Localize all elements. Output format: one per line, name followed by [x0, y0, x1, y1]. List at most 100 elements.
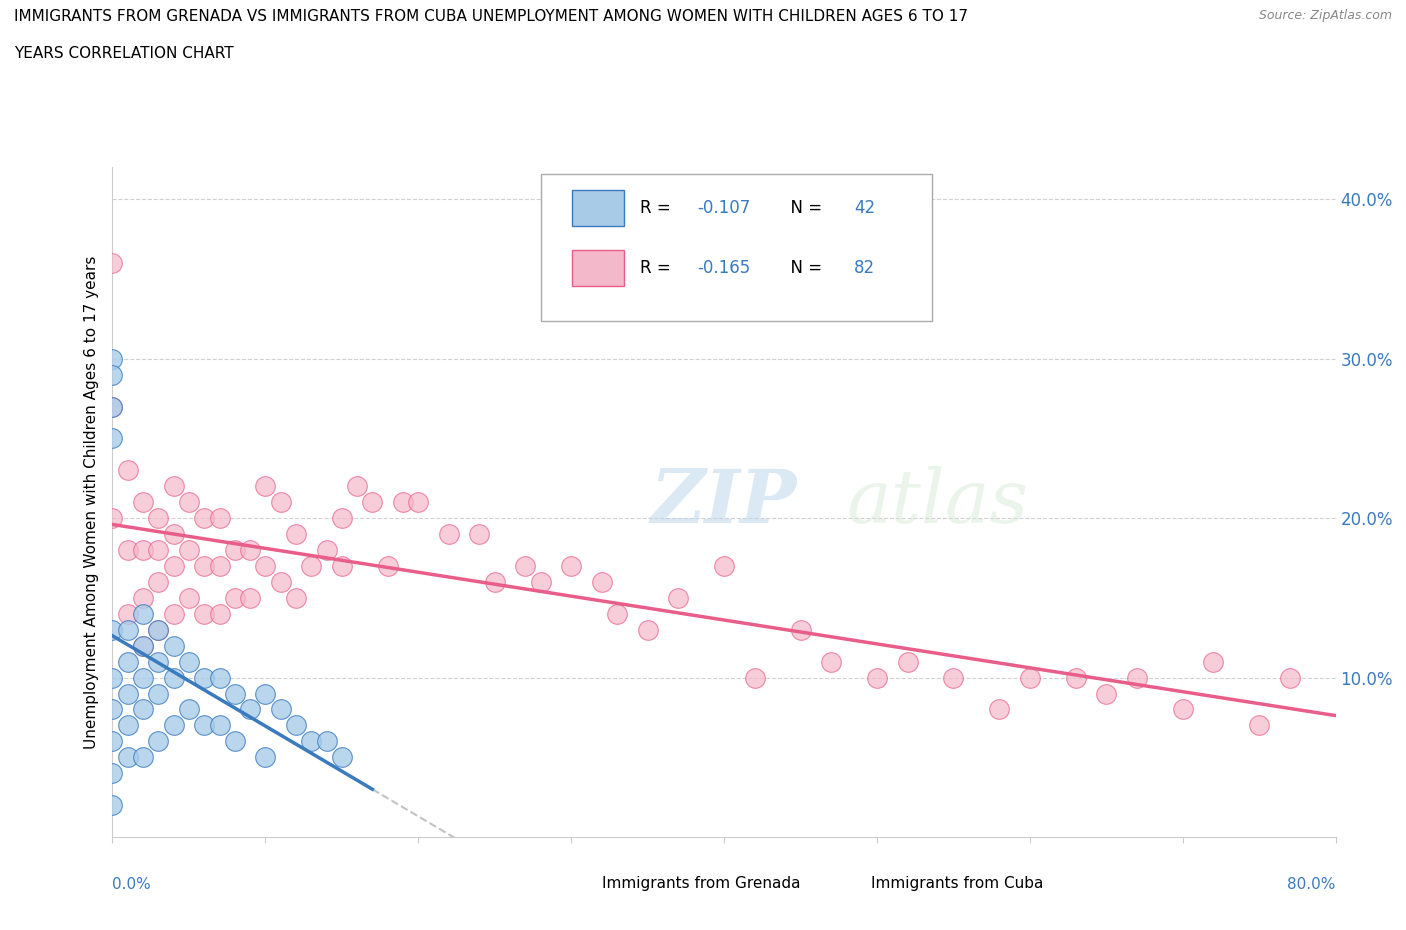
Point: [284, 591, 308, 605]
Point: [132, 495, 155, 510]
Point: [132, 750, 155, 764]
Point: [515, 559, 537, 574]
Point: [239, 591, 262, 605]
Point: [315, 734, 337, 749]
Point: [637, 622, 659, 637]
Point: [254, 559, 277, 574]
Point: [408, 495, 430, 510]
Point: [270, 702, 292, 717]
Point: [148, 542, 170, 557]
Point: [1064, 671, 1087, 685]
Point: [224, 686, 246, 701]
Point: [270, 575, 292, 590]
Point: [468, 526, 491, 541]
Point: [270, 495, 292, 510]
FancyBboxPatch shape: [820, 871, 863, 896]
Point: [117, 718, 139, 733]
Point: [789, 622, 811, 637]
FancyBboxPatch shape: [540, 174, 932, 322]
Point: [117, 622, 139, 637]
Point: [148, 654, 170, 669]
Point: [132, 606, 155, 621]
Point: [284, 526, 308, 541]
Point: [148, 511, 170, 525]
Point: [820, 654, 842, 669]
Text: -0.107: -0.107: [697, 199, 751, 217]
Point: [239, 542, 262, 557]
Point: [330, 559, 353, 574]
Point: [163, 479, 186, 494]
Point: [208, 718, 231, 733]
Point: [224, 591, 246, 605]
Text: R =: R =: [640, 259, 676, 277]
Point: [897, 654, 920, 669]
Point: [942, 671, 965, 685]
Point: [560, 559, 582, 574]
Point: [163, 526, 186, 541]
Point: [193, 559, 215, 574]
Point: [330, 511, 353, 525]
Point: [132, 542, 155, 557]
Point: [1095, 686, 1118, 701]
Point: [101, 765, 124, 780]
Point: [148, 622, 170, 637]
Point: [254, 750, 277, 764]
Point: [437, 526, 460, 541]
Point: [208, 606, 231, 621]
Point: [101, 256, 124, 271]
Point: [101, 671, 124, 685]
Point: [163, 638, 186, 653]
Point: [239, 702, 262, 717]
Point: [117, 686, 139, 701]
Text: 42: 42: [853, 199, 875, 217]
Point: [606, 606, 628, 621]
FancyBboxPatch shape: [550, 871, 595, 896]
Point: [744, 671, 766, 685]
Point: [988, 702, 1011, 717]
Point: [117, 542, 139, 557]
FancyBboxPatch shape: [572, 250, 624, 286]
Text: ZIP: ZIP: [651, 466, 797, 538]
Point: [117, 463, 139, 478]
Point: [284, 718, 308, 733]
Point: [377, 559, 399, 574]
Text: Immigrants from Grenada: Immigrants from Grenada: [602, 876, 800, 891]
Point: [866, 671, 889, 685]
Point: [101, 798, 124, 813]
Point: [132, 638, 155, 653]
Point: [193, 511, 215, 525]
Point: [132, 671, 155, 685]
FancyBboxPatch shape: [572, 190, 624, 226]
Point: [148, 686, 170, 701]
Y-axis label: Unemployment Among Women with Children Ages 6 to 17 years: Unemployment Among Women with Children A…: [83, 256, 98, 749]
Point: [392, 495, 415, 510]
Point: [163, 718, 186, 733]
Point: [101, 511, 124, 525]
Point: [193, 606, 215, 621]
Point: [484, 575, 506, 590]
Point: [1202, 654, 1225, 669]
Text: 80.0%: 80.0%: [1288, 877, 1336, 892]
Text: -0.165: -0.165: [697, 259, 751, 277]
Text: N =: N =: [780, 259, 828, 277]
Point: [148, 575, 170, 590]
Point: [299, 559, 322, 574]
Point: [193, 718, 215, 733]
Point: [117, 606, 139, 621]
Point: [1278, 671, 1301, 685]
Text: atlas: atlas: [846, 466, 1029, 538]
Point: [1126, 671, 1149, 685]
Point: [254, 479, 277, 494]
Point: [713, 559, 735, 574]
Point: [101, 702, 124, 717]
Point: [224, 734, 246, 749]
Point: [591, 575, 613, 590]
Point: [163, 559, 186, 574]
Point: [132, 702, 155, 717]
Point: [530, 575, 553, 590]
Point: [1171, 702, 1194, 717]
Text: R =: R =: [640, 199, 676, 217]
Point: [177, 702, 200, 717]
Text: N =: N =: [780, 199, 828, 217]
Point: [224, 542, 246, 557]
